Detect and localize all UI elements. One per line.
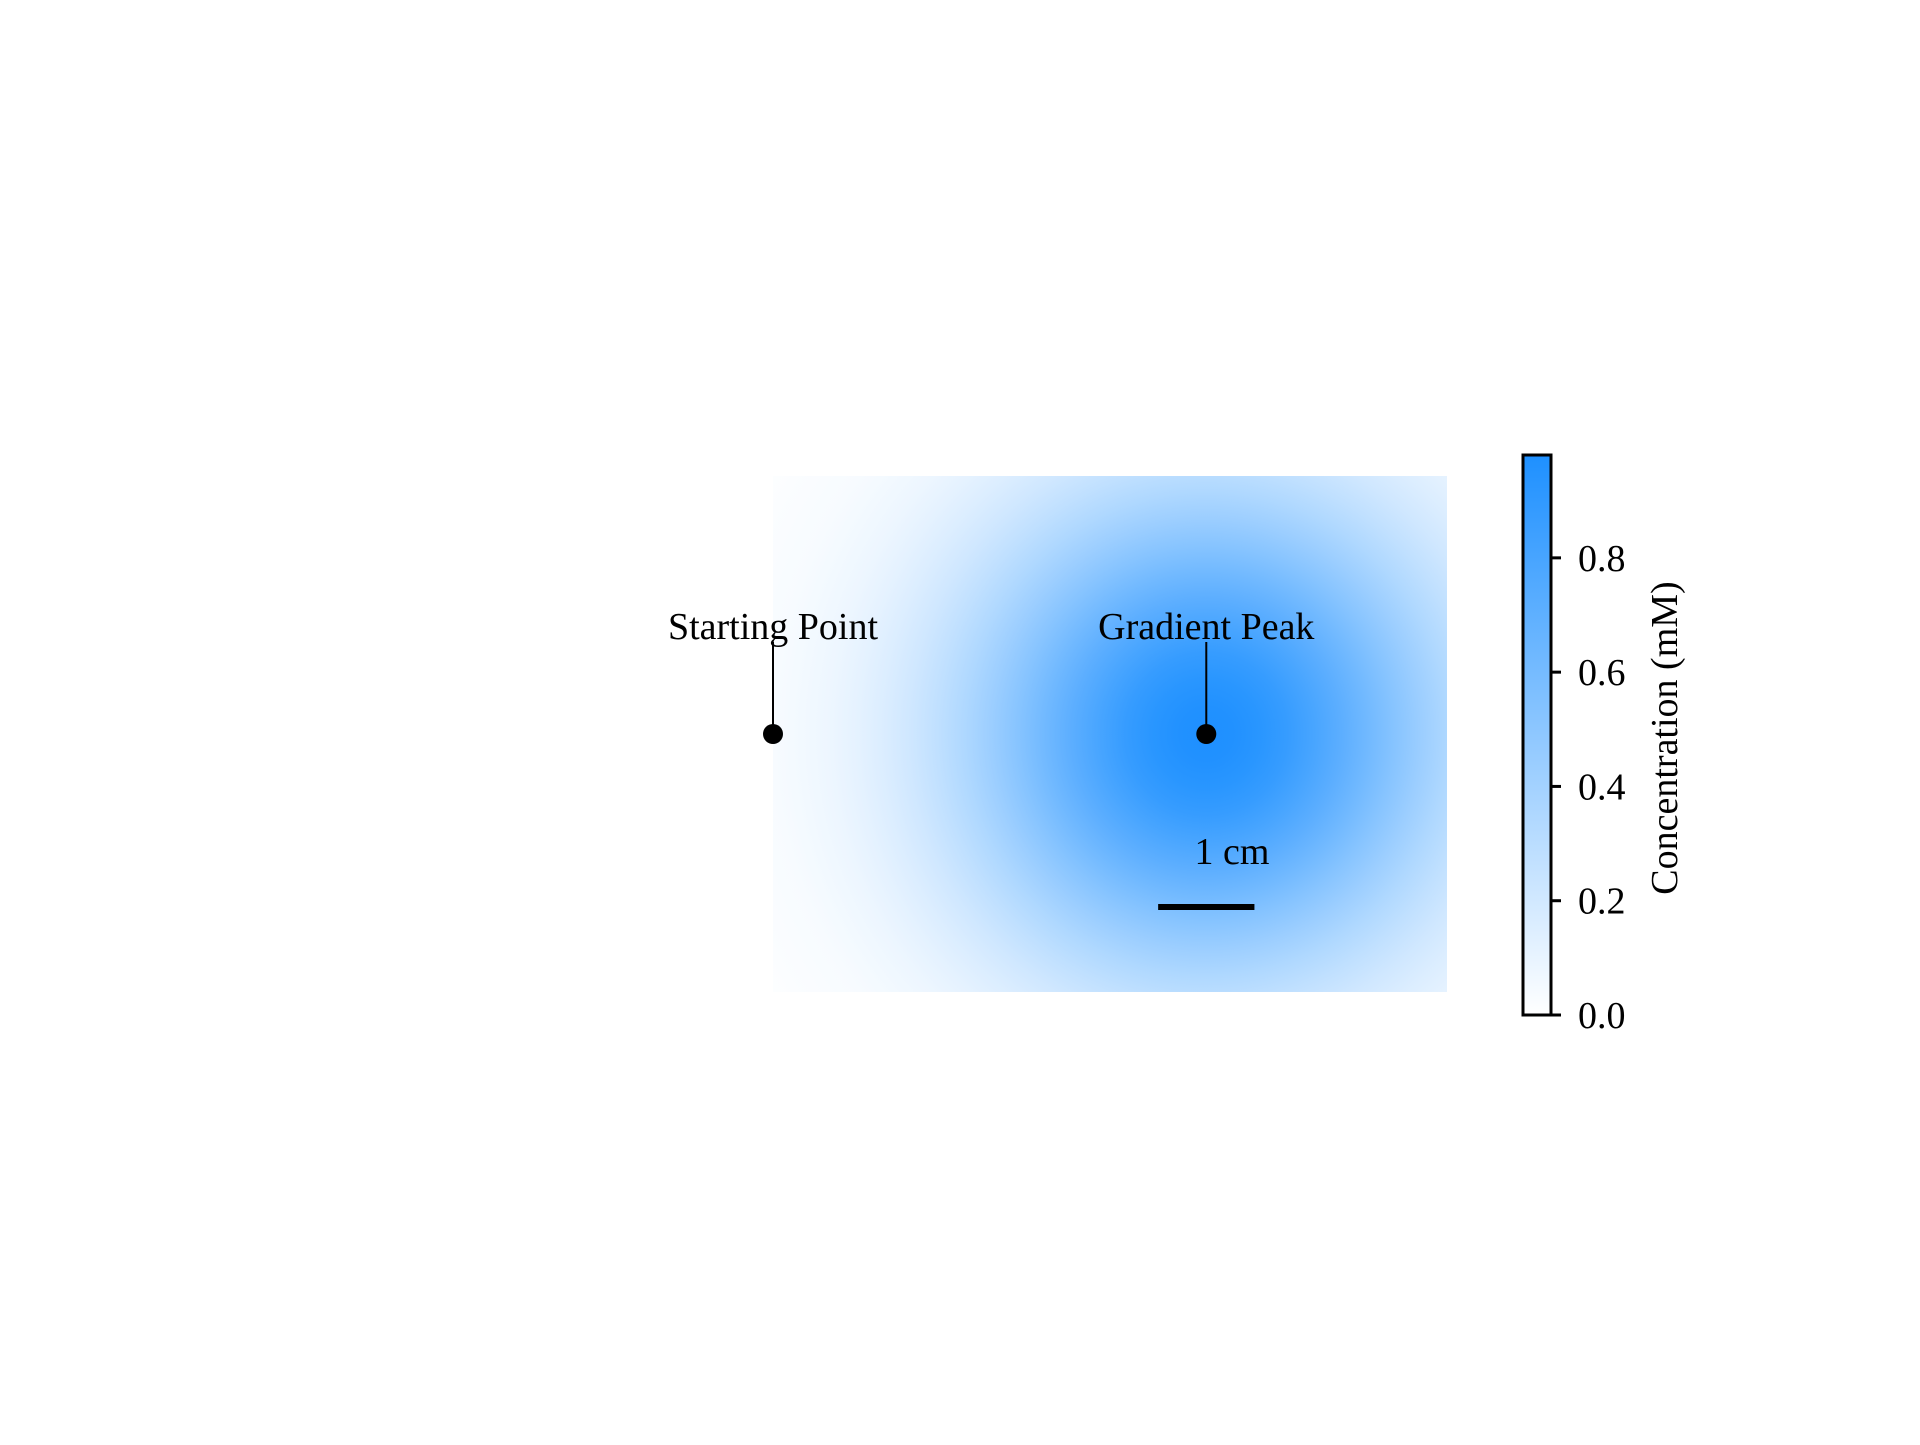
heatmap — [773, 476, 1447, 992]
colorbar-tick-label: 0.8 — [1578, 538, 1626, 580]
annotation-label: Gradient Peak — [1098, 606, 1314, 648]
scale-bar-label: 1 cm — [1195, 831, 1270, 873]
scale-bar: 1 cm — [1158, 831, 1270, 910]
annotation-label: Starting Point — [668, 606, 879, 648]
colorbar-tick-label: 0.0 — [1578, 995, 1626, 1037]
colorbar-ticks: 0.0 0.2 0.4 0.6 0.8 — [1551, 538, 1626, 1037]
annotation-marker — [1196, 724, 1217, 744]
colorbar-label: Concentration (mM) — [1644, 581, 1686, 894]
colorbar-gradient — [1521, 453, 1553, 1017]
heatmap-field — [773, 476, 1447, 992]
annotation-1: Gradient Peak — [1098, 606, 1314, 744]
colorbar-tick-label: 0.2 — [1578, 881, 1626, 923]
annotations: Starting Point Gradient Peak — [668, 606, 1314, 744]
annotation-marker — [763, 724, 783, 744]
annotation-0: Starting Point — [668, 606, 879, 744]
colorbar: 0.0 0.2 0.4 0.6 0.8 Concentration (mM) — [1521, 453, 1686, 1037]
colorbar-tick-label: 0.4 — [1578, 766, 1626, 808]
colorbar-tick-label: 0.6 — [1578, 652, 1626, 694]
